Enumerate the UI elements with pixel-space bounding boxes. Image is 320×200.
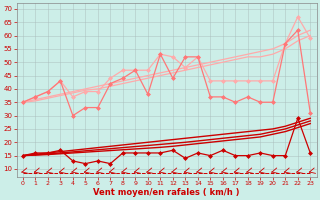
X-axis label: Vent moyen/en rafales ( km/h ): Vent moyen/en rafales ( km/h ) (93, 188, 240, 197)
